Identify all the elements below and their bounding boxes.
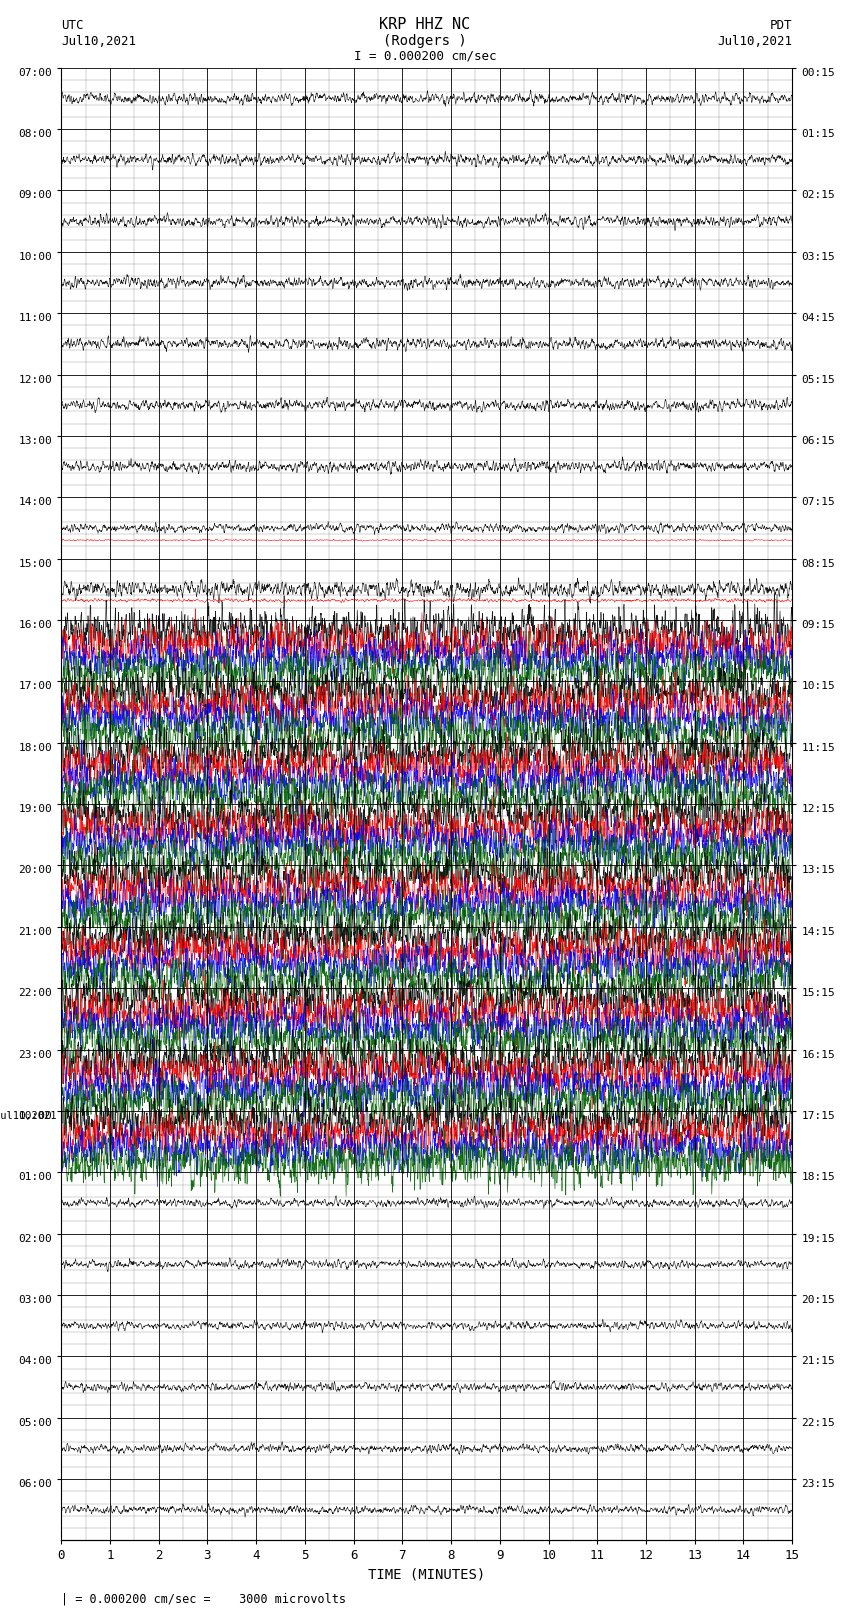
Text: (Rodgers ): (Rodgers ) <box>383 34 467 48</box>
Text: | = 0.000200 cm/sec =    3000 microvolts: | = 0.000200 cm/sec = 3000 microvolts <box>61 1592 346 1605</box>
X-axis label: TIME (MINUTES): TIME (MINUTES) <box>368 1568 485 1582</box>
Text: UTC: UTC <box>61 19 83 32</box>
Text: Jul11,2021: Jul11,2021 <box>0 1111 57 1121</box>
Text: I = 0.000200 cm/sec: I = 0.000200 cm/sec <box>354 50 496 63</box>
Text: PDT: PDT <box>770 19 792 32</box>
Text: Jul10,2021: Jul10,2021 <box>61 35 136 48</box>
Text: KRP HHZ NC: KRP HHZ NC <box>379 18 471 32</box>
Text: Jul10,2021: Jul10,2021 <box>717 35 792 48</box>
